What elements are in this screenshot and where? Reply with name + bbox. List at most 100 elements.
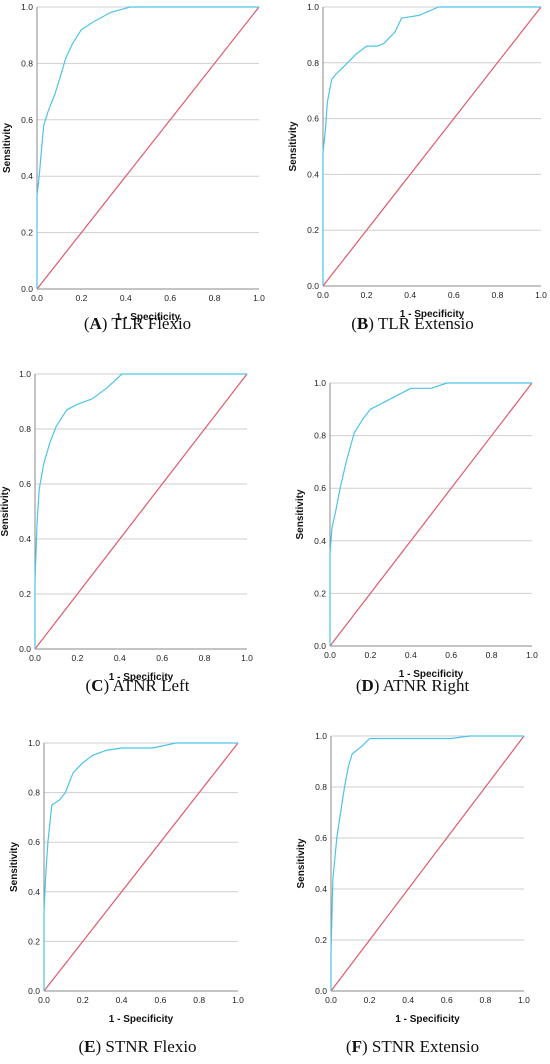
x-tick-label: 0.2 <box>364 995 376 1005</box>
reference-diagonal-line <box>36 6 260 290</box>
caption-d-letter: D <box>361 676 374 695</box>
x-tick-label: 1.0 <box>526 650 538 660</box>
x-tick-label: 1.0 <box>241 653 253 663</box>
reference-diagonal-line <box>43 742 239 992</box>
y-tick-label: 0.2 <box>19 589 31 599</box>
x-axis-label: 1 - Specificity <box>109 672 174 683</box>
y-axis-label: Sensitivity <box>0 486 11 536</box>
caption-a: (A) TLR Flexio <box>83 314 192 333</box>
y-tick-label: 0.8 <box>314 431 326 441</box>
y-tick-label: 1.0 <box>21 2 33 12</box>
roc-curve-line <box>36 6 259 289</box>
roc-curve-line <box>330 735 524 991</box>
caption-e-letter: E <box>84 1037 96 1056</box>
x-tick-label: 0.4 <box>402 995 414 1005</box>
y-tick-label: 0.0 <box>315 986 327 996</box>
y-tick-label: 0.6 <box>307 114 319 124</box>
x-tick-label: 0.4 <box>116 995 128 1005</box>
y-tick-label: 0.0 <box>307 281 319 291</box>
x-tick-label: 1.0 <box>518 995 530 1005</box>
reference-diagonal-line <box>330 735 525 992</box>
y-tick-label: 0.2 <box>21 228 33 238</box>
y-tick-label: 0.4 <box>315 884 327 894</box>
roc-chart-svg: 0.0 0.2 0.4 0.6 0.8 1.0 0.0 0.2 0.4 0.6 0.8 1.0 1 - … <box>9 738 244 1025</box>
y-tick-label: 0.2 <box>307 225 319 235</box>
caption-f-letter: F <box>351 1037 362 1056</box>
caption-f: (F) STNR Extensio <box>345 1037 480 1056</box>
y-tick-label: 0.4 <box>19 534 31 544</box>
caption-b-letter: B <box>356 314 369 333</box>
x-tick-label: 0.0 <box>325 995 337 1005</box>
reference-diagonal-line <box>34 373 248 650</box>
y-axis-label: Sensitivity <box>296 838 307 888</box>
roc-panel-d: 0.0 0.2 0.4 0.6 0.8 1.0 0.0 0.2 0.4 0.6 0.8 1.0 1 - … <box>295 378 538 680</box>
reference-diagonal-line <box>322 6 542 287</box>
x-tick-label: 0.0 <box>324 650 336 660</box>
roc-curve-line <box>34 373 247 649</box>
x-tick-label: 0.6 <box>448 290 460 300</box>
x-tick-label: 0.4 <box>404 290 416 300</box>
y-tick-label: 0.6 <box>315 833 327 843</box>
roc-chart-svg: 0.0 0.2 0.4 0.6 0.8 1.0 0.0 0.2 0.4 0.6 0.8 1.0 1 - … <box>288 2 547 320</box>
y-tick-label: 0.0 <box>314 641 326 651</box>
x-tick-label: 0.6 <box>156 653 168 663</box>
y-tick-label: 0.2 <box>314 588 326 598</box>
roc-chart-svg: 0.0 0.2 0.4 0.6 0.8 1.0 0.0 0.2 0.4 0.6 0.8 1.0 1 - … <box>295 378 538 680</box>
x-tick-label: 0.2 <box>71 653 83 663</box>
y-axis-label: Sensitivity <box>295 489 306 539</box>
y-tick-label: 1.0 <box>19 369 31 379</box>
y-axis-label: Sensitivity <box>9 842 20 892</box>
x-tick-label: 0.0 <box>317 290 329 300</box>
x-tick-label: 1.0 <box>535 290 547 300</box>
caption-a-letter: A <box>89 314 102 333</box>
reference-diagonal-line <box>329 382 533 647</box>
x-axis-label: 1 - Specificity <box>399 669 464 680</box>
caption-e-text: STNR Flexio <box>101 1037 197 1056</box>
x-tick-label: 0.4 <box>405 650 417 660</box>
roc-panel-c: 0.0 0.2 0.4 0.6 0.8 1.0 0.0 0.2 0.4 0.6 0.8 1.0 1 - … <box>0 0 275 720</box>
y-tick-label: 1.0 <box>28 738 40 748</box>
roc-curve-line <box>329 382 532 646</box>
caption-c: (C) ATNR Left <box>85 676 190 695</box>
x-tick-label: 0.2 <box>75 293 87 303</box>
x-tick-label: 0.0 <box>29 653 41 663</box>
y-tick-label: 0.6 <box>21 115 33 125</box>
caption-a-text: TLR Flexio <box>107 314 192 333</box>
y-axis-label: Sensitivity <box>2 123 13 173</box>
y-tick-label: 0.0 <box>21 284 33 294</box>
x-axis-label: 1 - Specificity <box>400 309 465 320</box>
x-tick-label: 0.8 <box>209 293 221 303</box>
y-axis-label: Sensitivity <box>288 121 299 171</box>
y-tick-label: 0.4 <box>28 887 40 897</box>
y-tick-label: 0.4 <box>314 536 326 546</box>
x-axis-label: 1 - Specificity <box>109 1014 174 1025</box>
y-tick-label: 0.0 <box>19 644 31 654</box>
y-tick-label: 0.6 <box>314 483 326 493</box>
x-tick-label: 0.4 <box>114 653 126 663</box>
x-axis-label: 1 - Specificity <box>116 312 181 323</box>
x-axis-label: 1 - Specificity <box>395 1014 460 1025</box>
caption-f-text: STNR Extensio <box>367 1037 480 1056</box>
roc-panel-e: 0.0 0.2 0.4 0.6 0.8 1.0 0.0 0.2 0.4 0.6 0.8 1.0 1 - … <box>9 738 244 1025</box>
x-tick-label: 1.0 <box>253 293 265 303</box>
y-tick-label: 0.2 <box>28 936 40 946</box>
y-tick-label: 1.0 <box>314 378 326 388</box>
x-tick-label: 0.0 <box>31 293 43 303</box>
caption-d: (D) ATNR Right <box>355 676 470 695</box>
x-tick-label: 0.6 <box>441 995 453 1005</box>
y-tick-label: 0.4 <box>307 169 319 179</box>
y-tick-label: 1.0 <box>315 731 327 741</box>
roc-chart-svg: 0.0 0.2 0.4 0.6 0.8 1.0 0.0 0.2 0.4 0.6 0.8 1.0 1 - … <box>2 2 265 323</box>
y-tick-label: 0.8 <box>21 58 33 68</box>
roc-curve-line <box>43 742 238 991</box>
x-tick-label: 0.6 <box>154 995 166 1005</box>
caption-b: (B) TLR Extensio <box>351 314 474 333</box>
x-tick-label: 0.8 <box>199 653 211 663</box>
x-tick-label: 0.8 <box>486 650 498 660</box>
x-tick-label: 0.0 <box>38 995 50 1005</box>
roc-chart-svg: 0.0 0.2 0.4 0.6 0.8 1.0 0.0 0.2 0.4 0.6 0.8 1.0 1 - … <box>0 369 253 683</box>
x-tick-label: 0.8 <box>491 290 503 300</box>
x-tick-label: 0.2 <box>77 995 89 1005</box>
